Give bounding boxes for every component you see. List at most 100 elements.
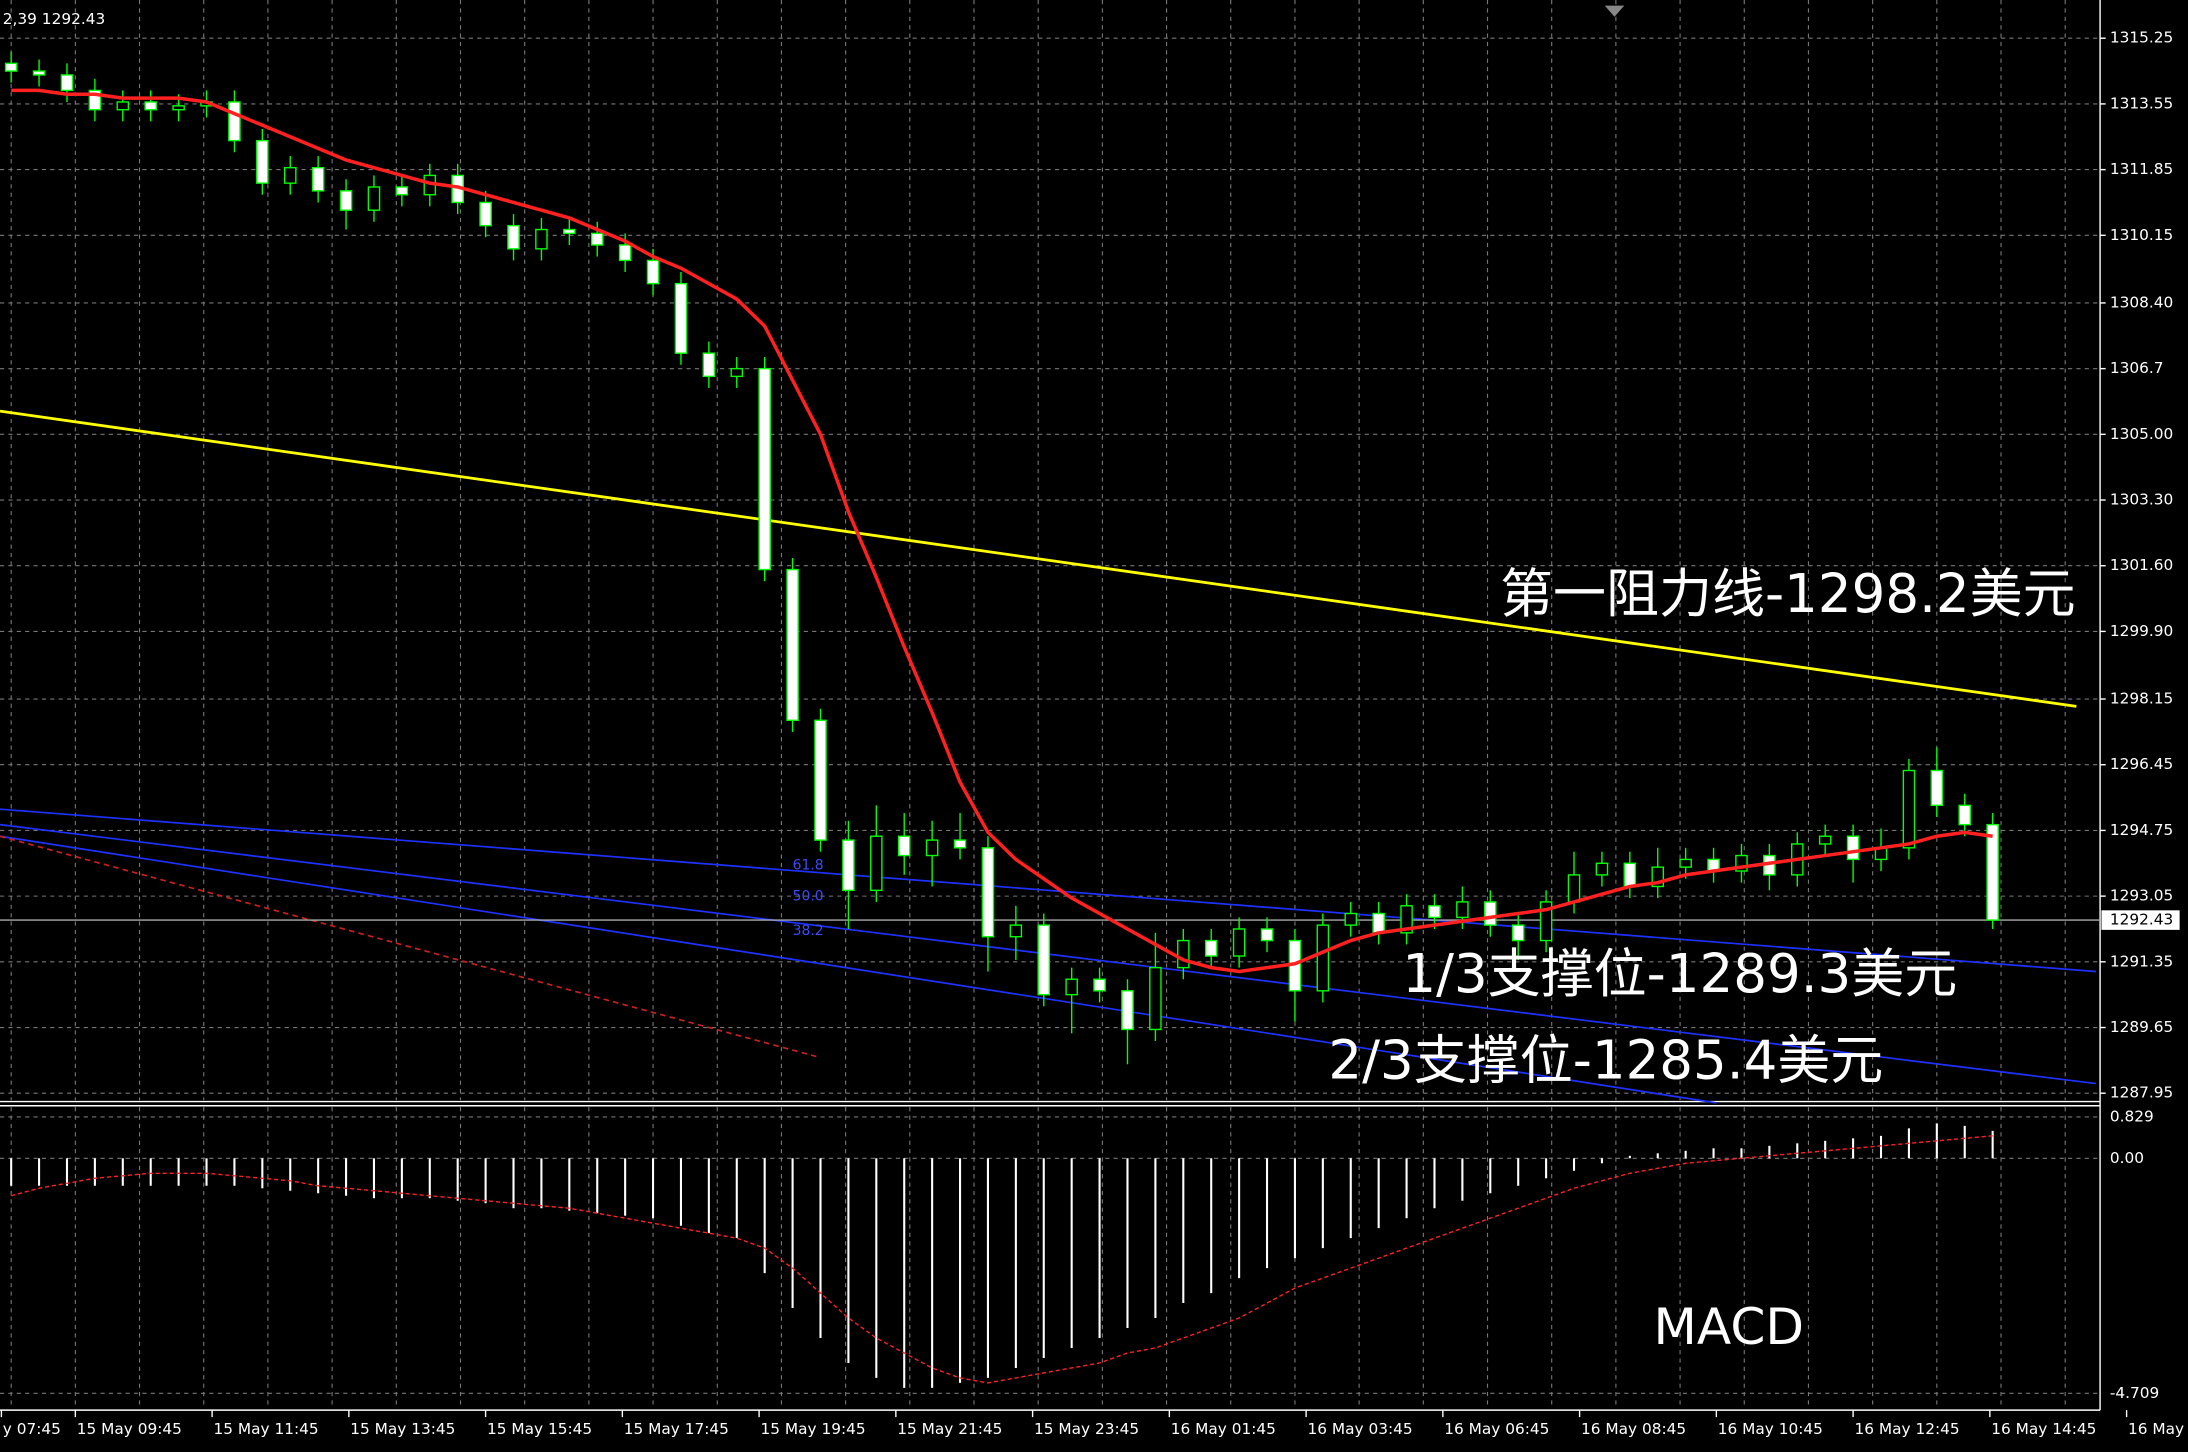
y-tick-label: 1305.00 [2110,425,2173,443]
x-tick-label: 15 May 11:45 [213,1420,318,1438]
x-tick-label: 15 May 19:45 [760,1420,865,1438]
y-tick-label: 0.00 [2110,1149,2144,1167]
candle-body [1595,862,1609,876]
candle-body [590,232,604,246]
x-tick-label: 15 May 17:45 [624,1420,729,1438]
candle-body [1623,862,1637,888]
candle-body [88,89,102,111]
x-tick-label: 15 May 23:45 [1034,1420,1139,1438]
candle-body [1484,901,1497,926]
x-tick-label: 16 May 01:45 [1171,1420,1276,1438]
candle-body [1456,901,1469,919]
y-tick-label: 1298.15 [2110,690,2173,708]
candle-body [172,105,185,111]
candle-body [953,839,967,849]
candle-body [1009,924,1023,938]
candle-body [1400,905,1413,934]
info-label: 2,39 1292.43 [3,10,105,28]
candle-body [1316,924,1330,992]
x-tick-label: 16 May 06:45 [1444,1420,1549,1438]
candle-body [897,835,911,857]
candle-body [1093,978,1106,992]
candle-body [870,835,883,892]
candle-body [116,101,130,111]
candle-body [1539,901,1553,942]
y-tick-label: 1311.85 [2110,160,2173,178]
candle-body [1065,978,1078,996]
y-tick-label: 1291.35 [2110,952,2173,970]
trend-line [0,835,1717,1104]
candle-body [842,839,855,892]
candle-body [758,367,771,571]
trend-line [0,835,817,1058]
x-tick-label: 16 May 16:45 [2128,1420,2188,1438]
x-tick-label: 16 May 14:45 [1991,1420,2096,1438]
y-tick-label: 1310.15 [2110,226,2173,244]
candle-body [395,186,409,196]
candle-body [674,282,688,354]
candle-body [1567,874,1581,903]
candle-body [1679,858,1692,868]
fib-label: 61.8 [793,858,824,874]
y-tick-label: 1289.65 [2110,1018,2173,1036]
y-tick-label: 1308.40 [2110,293,2173,311]
y-tick-label: 1313.55 [2110,94,2173,112]
y-tick-label: 1301.60 [2110,556,2173,574]
candle-body [1846,835,1860,861]
scroll-marker [1604,5,1625,17]
candle-body [1428,905,1441,919]
candle-body [1204,939,1218,957]
candle-body [1149,966,1162,1031]
x-tick-label: 16 May 03:45 [1307,1420,1412,1438]
y-tick-label: 1287.95 [2110,1084,2173,1102]
candle-body [60,74,74,92]
candle-body [730,367,744,378]
candle-body [1344,912,1358,926]
candle-body [311,166,325,192]
candle-body [367,186,381,211]
x-tick-label: 15 May 13:45 [350,1420,455,1438]
price-label: 1292.43 [2110,911,2173,929]
candle-body [646,259,660,285]
trend-line [0,808,2096,973]
x-tick-label: y 07:45 [3,1420,61,1438]
candle-body [1651,866,1665,888]
macd-signal [10,1135,1993,1384]
candle-body [1986,823,1999,921]
candle-body [1121,990,1134,1031]
trend-line [0,409,2077,708]
x-tick-label: 15 May 21:45 [897,1420,1002,1438]
candle-body [1818,835,1832,845]
y-tick-label: 1294.75 [2110,821,2173,839]
y-tick-label: 1306.7 [2110,359,2164,377]
annotation: 1/3支撑位-1289.3美元 [1402,943,1957,1005]
candle-body [283,166,297,184]
candle-body [1735,854,1748,872]
candle-body [925,839,939,857]
candle-body [479,201,492,227]
price-label-box [2101,910,2180,930]
y-tick-label: 1303.30 [2110,491,2173,509]
x-tick-label: 15 May 15:45 [487,1420,592,1438]
candle-body [563,228,576,235]
candle-body [702,352,716,378]
candle-body [535,228,548,250]
candle-body [4,62,18,72]
candle-body [339,190,353,211]
annotation: 2/3支撑位-1285.4美元 [1328,1030,1883,1092]
fib-label: 50.0 [793,888,824,904]
candle-body [32,70,46,76]
candle-body [1511,924,1525,942]
candle-body [981,847,995,938]
y-tick-label: 0.829 [2110,1107,2154,1125]
moving-average [11,88,1993,974]
x-tick-label: 16 May 08:45 [1581,1420,1686,1438]
candle-body [1958,804,1972,826]
candle-body [228,101,241,142]
y-tick-label: 1299.90 [2110,622,2173,640]
candle-body [1177,939,1190,969]
x-tick-label: 16 May 12:45 [1854,1420,1959,1438]
candle-body [507,224,520,250]
candle-body [618,244,632,262]
